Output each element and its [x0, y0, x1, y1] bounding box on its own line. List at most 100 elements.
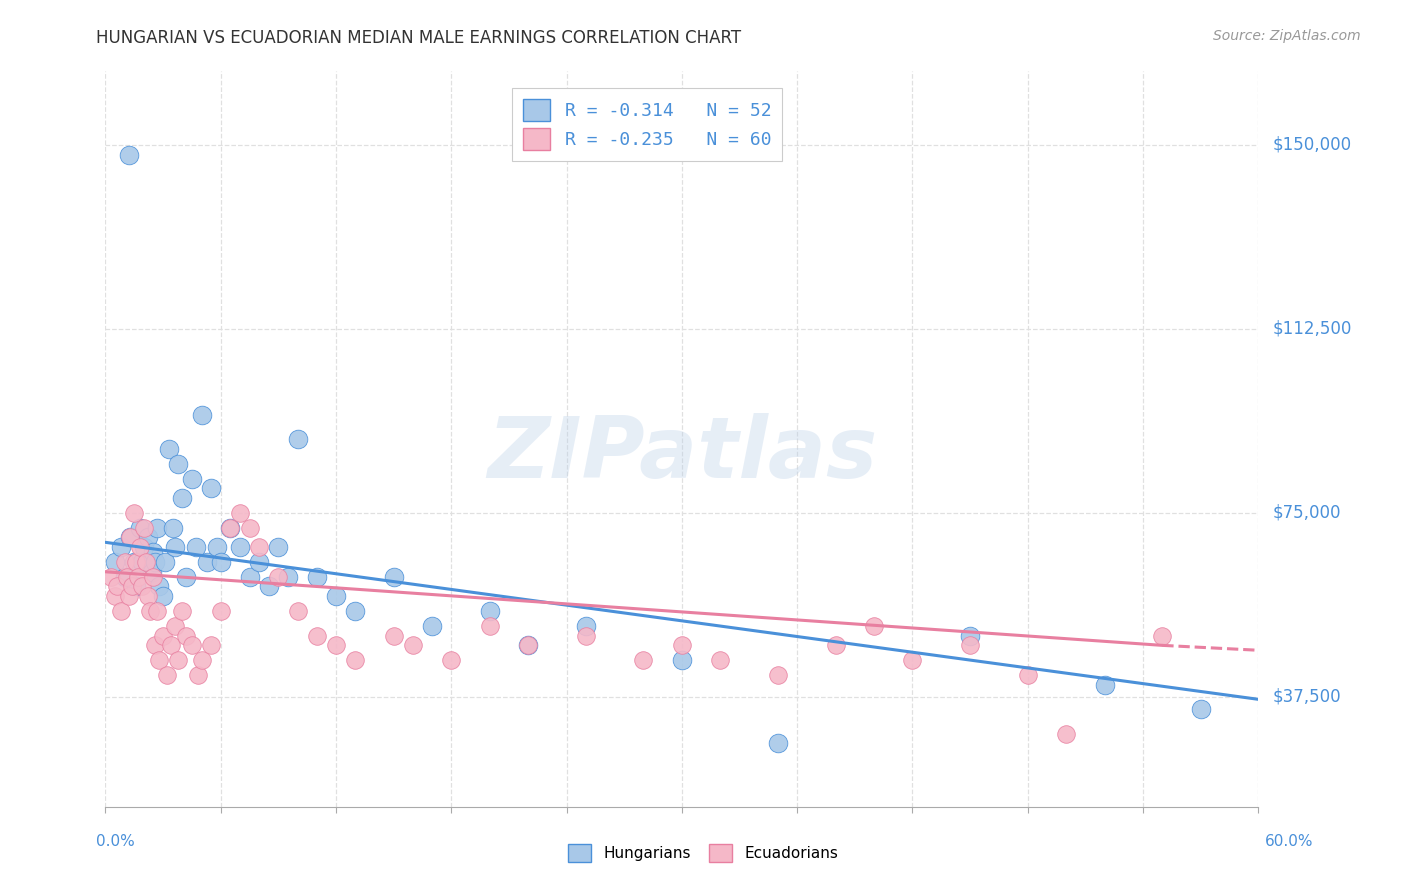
Point [180, 639, 204, 653]
Point [959, 639, 981, 653]
Point [575, 619, 598, 633]
Point [110, 604, 132, 618]
Point [180, 472, 204, 486]
Point [305, 570, 328, 584]
Point [959, 629, 981, 643]
Point [105, 580, 128, 594]
Point [1054, 726, 1077, 740]
Point [247, 555, 270, 569]
Point [125, 555, 148, 569]
Point [229, 541, 252, 555]
Point [863, 619, 886, 633]
Point [209, 555, 232, 569]
Point [219, 521, 242, 535]
Point [167, 653, 190, 667]
Point [239, 570, 262, 584]
Point [575, 629, 598, 643]
Point [440, 653, 463, 667]
Point [159, 639, 181, 653]
Point [124, 555, 146, 569]
Point [344, 653, 367, 667]
Point [287, 433, 309, 447]
Point [287, 604, 309, 618]
Point [190, 408, 212, 422]
Point [138, 604, 160, 618]
Point [257, 580, 280, 594]
Point [152, 590, 174, 604]
Point [148, 653, 170, 667]
Point [205, 541, 228, 555]
Point [671, 639, 693, 653]
Point [766, 737, 789, 751]
Point [824, 639, 846, 653]
Point [267, 570, 290, 584]
Point [136, 590, 159, 604]
Point [1189, 702, 1212, 716]
Point [148, 580, 170, 594]
Point [129, 541, 152, 555]
Point [104, 555, 127, 569]
Point [124, 506, 146, 520]
Text: $37,500: $37,500 [1272, 688, 1341, 706]
Point [174, 570, 197, 584]
Text: $112,500: $112,500 [1272, 320, 1351, 338]
Point [142, 570, 165, 584]
Point [200, 482, 222, 496]
Point [129, 521, 152, 535]
Point [174, 629, 197, 643]
Point [100, 570, 122, 584]
Point [152, 629, 174, 643]
Point [117, 148, 139, 162]
Point [132, 541, 155, 555]
Point [325, 590, 347, 604]
Legend: R = -0.314   N = 52, R = -0.235   N = 60: R = -0.314 N = 52, R = -0.235 N = 60 [512, 87, 782, 161]
Point [104, 590, 127, 604]
Text: 60.0%: 60.0% [1265, 834, 1313, 848]
Point [200, 639, 222, 653]
Point [146, 604, 169, 618]
Point [114, 570, 136, 584]
Point [117, 590, 139, 604]
Text: $75,000: $75,000 [1272, 504, 1341, 522]
Text: Source: ZipAtlas.com: Source: ZipAtlas.com [1213, 29, 1361, 43]
Point [195, 555, 218, 569]
Point [190, 653, 212, 667]
Point [131, 580, 153, 594]
Point [209, 604, 232, 618]
Point [239, 521, 262, 535]
Point [153, 555, 176, 569]
Point [156, 667, 179, 682]
Point [478, 619, 501, 633]
Text: ZIPatlas: ZIPatlas [486, 412, 877, 496]
Point [141, 565, 163, 579]
Text: 0.0%: 0.0% [96, 834, 135, 848]
Point [157, 442, 180, 457]
Point [277, 570, 299, 584]
Point [110, 541, 132, 555]
Point [120, 530, 142, 544]
Point [142, 545, 165, 559]
Point [136, 530, 159, 544]
Point [402, 639, 425, 653]
Point [267, 541, 290, 555]
Text: $150,000: $150,000 [1272, 136, 1351, 154]
Point [766, 667, 789, 682]
Point [114, 555, 136, 569]
Point [420, 619, 443, 633]
Point [135, 555, 157, 569]
Point [671, 653, 693, 667]
Point [172, 491, 194, 505]
Point [1094, 678, 1116, 692]
Point [344, 604, 367, 618]
Point [305, 629, 328, 643]
Point [633, 653, 655, 667]
Point [1017, 667, 1039, 682]
Point [145, 555, 167, 569]
Point [382, 570, 405, 584]
Point [132, 521, 155, 535]
Point [517, 639, 540, 653]
Point [229, 506, 252, 520]
Point [145, 639, 167, 653]
Point [115, 570, 138, 584]
Point [121, 580, 143, 594]
